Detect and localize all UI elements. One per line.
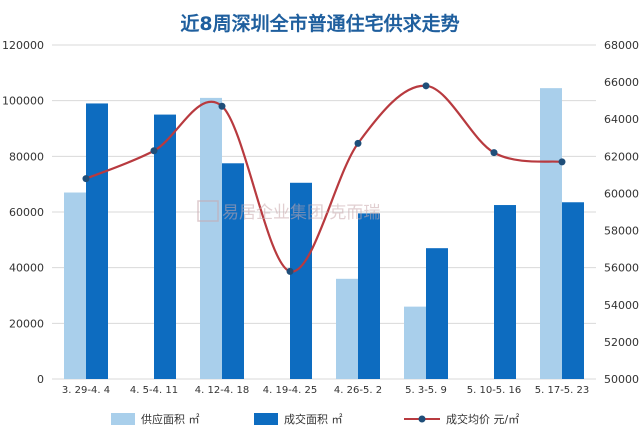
deal-bar (494, 205, 516, 379)
right-tick-label: 66000 (604, 76, 639, 89)
category-label: 4. 19-4. 25 (263, 385, 318, 396)
category-label: 4. 12-4. 18 (195, 385, 250, 396)
left-axis-ticks: 0 20000 40000 60000 80000 100000 120000 (2, 39, 44, 386)
deal-bar (86, 103, 108, 379)
price-point (150, 147, 158, 155)
legend-label-price: 成交均价 元/㎡ (446, 412, 519, 426)
deal-bar (562, 202, 584, 379)
right-tick-label: 60000 (604, 187, 639, 200)
category-label: 5. 3-5. 9 (405, 385, 447, 396)
deal-bar (290, 182, 312, 379)
bars (64, 88, 584, 380)
left-tick-label: 100000 (2, 95, 44, 108)
left-tick-label: 60000 (9, 206, 44, 219)
chart-title: 近8周深圳全市普通住宅供求走势 (180, 12, 459, 35)
category-label: 4. 26-5. 2 (334, 385, 382, 396)
legend-marker-price (418, 415, 426, 423)
watermark-text: 易居企业集团·克而瑞 (222, 203, 380, 223)
left-tick-label: 40000 (9, 262, 44, 275)
legend-label-deal: 成交面积 ㎡ (284, 412, 343, 426)
price-point (422, 82, 430, 90)
price-line (82, 82, 566, 275)
supply-bar (200, 97, 222, 379)
legend-swatch-supply (111, 413, 135, 425)
category-label: 4. 5-4. 11 (130, 385, 178, 396)
watermark: 易居企业集团·克而瑞 (197, 200, 380, 223)
right-tick-label: 52000 (604, 336, 639, 349)
supply-bar (64, 192, 86, 379)
right-tick-label: 56000 (604, 262, 639, 275)
price-point (558, 158, 566, 166)
right-tick-label: 62000 (604, 150, 639, 163)
left-tick-label: 80000 (9, 150, 44, 163)
category-label: 3. 29-4. 4 (62, 385, 110, 396)
right-axis-ticks: 50000 52000 54000 56000 58000 60000 62000 64000… (604, 39, 639, 386)
supply-bar (540, 88, 562, 380)
deal-bar (222, 163, 244, 379)
deal-bar (358, 213, 380, 379)
legend-label-supply: 供应面积 ㎡ (141, 412, 200, 426)
watermark-logo-icon (197, 200, 219, 222)
right-tick-label: 50000 (604, 373, 639, 386)
supply-bar (404, 306, 426, 379)
right-tick-label: 68000 (604, 39, 639, 52)
supply-bar (336, 278, 358, 379)
category-labels: 3. 29-4. 4 4. 5-4. 11 4. 12-4. 18 4. 19-4. … (62, 385, 589, 396)
right-tick-label: 58000 (604, 225, 639, 238)
left-tick-label: 120000 (2, 39, 44, 52)
legend: 供应面积 ㎡ 成交面积 ㎡ 成交均价 元/㎡ (111, 412, 519, 426)
price-point (218, 102, 226, 110)
price-line-path (85, 84, 563, 273)
price-point (490, 149, 498, 157)
right-tick-label: 54000 (604, 299, 639, 312)
deal-bar (154, 114, 176, 379)
deal-bar (426, 248, 448, 379)
legend-swatch-deal (254, 413, 278, 425)
category-label: 5. 17-5. 23 (535, 385, 590, 396)
right-tick-label: 64000 (604, 113, 639, 126)
left-tick-label: 0 (37, 373, 44, 386)
price-point (82, 175, 90, 183)
category-label: 5. 10-5. 16 (467, 385, 522, 396)
price-point (354, 139, 362, 147)
price-point (286, 267, 294, 275)
left-tick-label: 20000 (9, 317, 44, 330)
